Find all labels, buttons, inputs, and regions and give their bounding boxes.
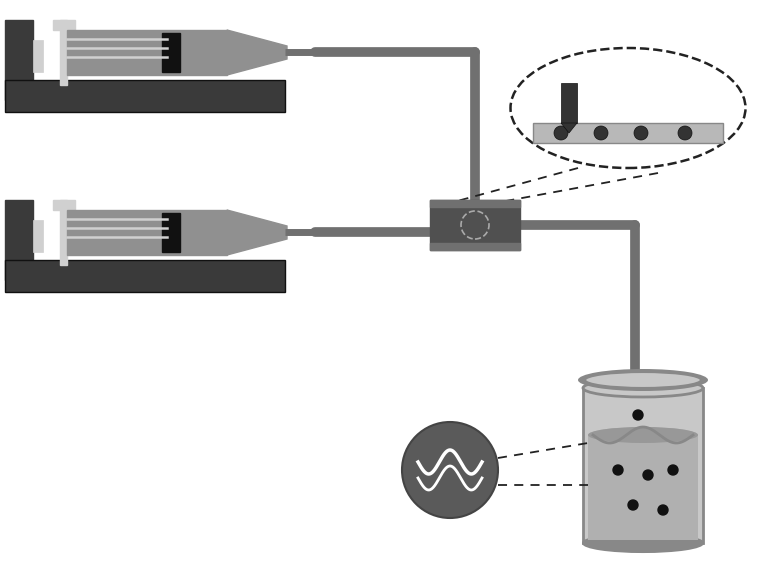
- Polygon shape: [227, 210, 287, 255]
- Ellipse shape: [585, 372, 701, 388]
- Bar: [33, 220, 43, 252]
- Circle shape: [678, 126, 692, 140]
- Bar: [60, 20, 67, 85]
- Circle shape: [668, 465, 678, 475]
- Ellipse shape: [583, 379, 703, 397]
- Bar: [561, 83, 577, 123]
- Circle shape: [643, 470, 653, 480]
- Bar: [33, 40, 43, 72]
- Ellipse shape: [588, 427, 698, 443]
- Bar: [5, 80, 285, 112]
- Bar: [67, 30, 227, 75]
- Circle shape: [402, 422, 498, 518]
- Circle shape: [554, 126, 568, 140]
- Circle shape: [633, 410, 643, 420]
- Bar: [60, 200, 67, 265]
- Bar: [162, 213, 180, 252]
- Bar: [53, 200, 75, 210]
- Bar: [588, 435, 698, 540]
- Circle shape: [613, 465, 623, 475]
- Circle shape: [628, 500, 638, 510]
- Polygon shape: [227, 30, 287, 75]
- Bar: [430, 243, 520, 250]
- Bar: [5, 200, 33, 280]
- Bar: [583, 388, 703, 543]
- Bar: [162, 33, 180, 72]
- Ellipse shape: [578, 369, 708, 391]
- Bar: [53, 20, 75, 30]
- Ellipse shape: [583, 534, 703, 552]
- Bar: [5, 260, 285, 292]
- Ellipse shape: [588, 427, 698, 443]
- Bar: [430, 200, 520, 207]
- Polygon shape: [561, 123, 577, 133]
- Bar: [67, 210, 227, 255]
- Bar: [5, 20, 33, 100]
- Circle shape: [658, 505, 668, 515]
- Bar: [533, 123, 723, 143]
- Circle shape: [594, 126, 608, 140]
- Bar: [430, 200, 520, 250]
- Circle shape: [634, 126, 648, 140]
